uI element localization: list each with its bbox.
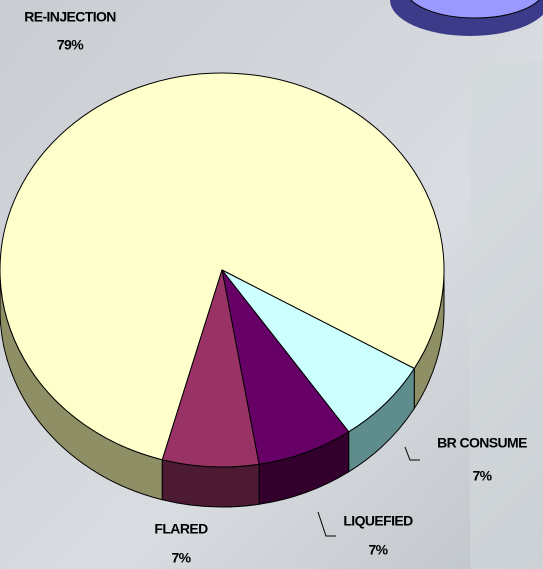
- leader-line: [404, 446, 420, 461]
- pie: [0, 72, 445, 508]
- value-label: 79%: [57, 37, 84, 53]
- slice-label: BR CONSUME: [437, 435, 527, 451]
- value-label: 7%: [171, 550, 191, 566]
- slice: [161, 269, 260, 468]
- decor-ellipse: [410, 0, 540, 19]
- value-label: 7%: [472, 468, 492, 484]
- slice-label: FLARED: [154, 521, 208, 537]
- slice-label: RE-INJECTION: [24, 9, 116, 25]
- labels: RE-INJECTION 79% BR CONSUME 7% LIQUEFIED 7% FL…: [24, 9, 527, 566]
- value-label: 7%: [368, 542, 388, 558]
- background-panel: [470, 60, 543, 569]
- slice: [0, 72, 445, 461]
- leader-line: [317, 511, 336, 537]
- slice-label: LIQUEFIED: [343, 513, 413, 529]
